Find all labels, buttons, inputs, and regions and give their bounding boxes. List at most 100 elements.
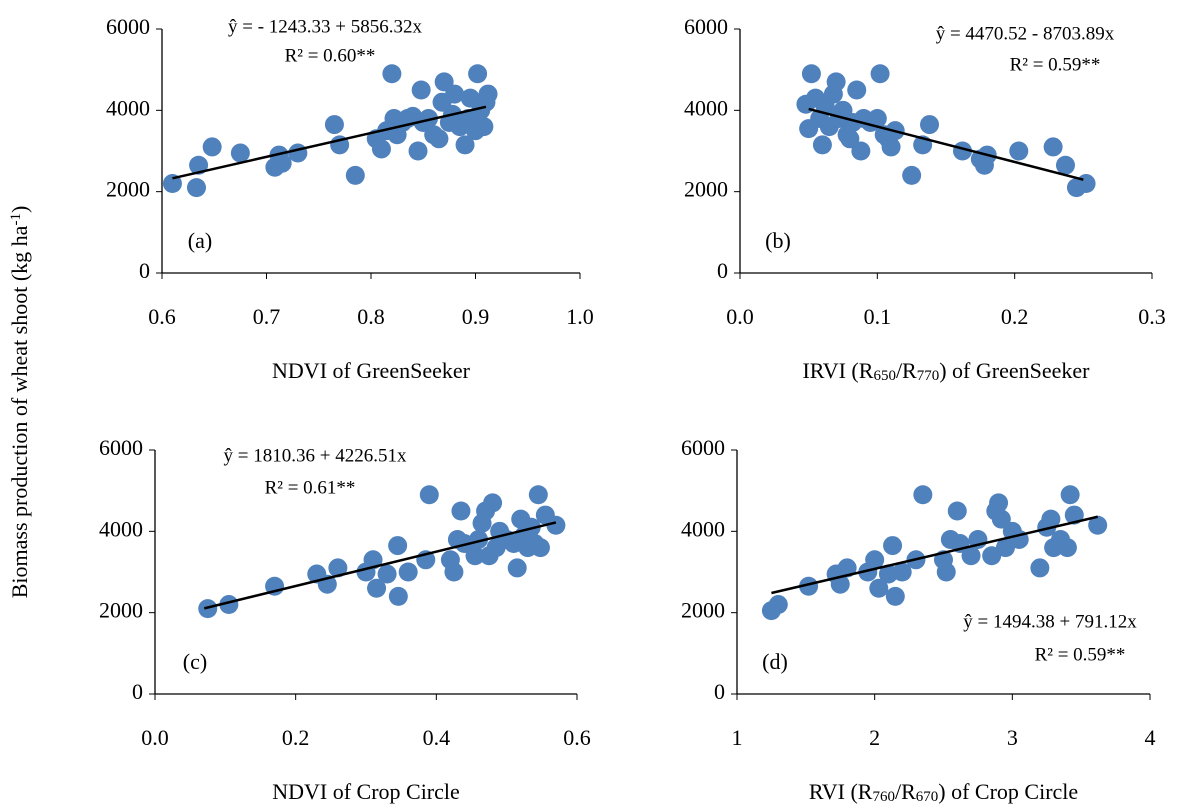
- x-tick-label: 4: [1145, 725, 1156, 750]
- point: [451, 501, 471, 521]
- y-tick-label: 0: [717, 258, 728, 283]
- point: [869, 578, 889, 598]
- point: [419, 485, 439, 505]
- point: [478, 84, 498, 104]
- panel-label: (b): [765, 228, 791, 253]
- panel-label: (a): [188, 228, 212, 253]
- point: [826, 72, 846, 92]
- point: [474, 117, 494, 137]
- point: [530, 538, 550, 558]
- x-tick-label: 0.7: [253, 304, 281, 329]
- x-axis-label: IRVI (R650/R770) of GreenSeeker: [802, 358, 1090, 384]
- point: [162, 174, 182, 194]
- point: [377, 564, 397, 584]
- point: [288, 143, 308, 163]
- point: [881, 137, 901, 157]
- point: [799, 576, 819, 596]
- x-tick-label: 0.2: [1001, 304, 1029, 329]
- label-part: 760: [872, 789, 895, 805]
- label-part: IRVI (R: [802, 358, 873, 383]
- point: [883, 536, 903, 556]
- point: [455, 135, 475, 155]
- point: [1055, 155, 1075, 175]
- point: [870, 64, 890, 84]
- label-part: ): [7, 206, 32, 213]
- y-tick-label: 0: [132, 679, 143, 704]
- point: [1057, 538, 1077, 558]
- point: [1009, 141, 1029, 161]
- point: [936, 562, 956, 582]
- point: [1088, 515, 1108, 535]
- point: [388, 586, 408, 606]
- y-tick-label: 2000: [684, 177, 728, 202]
- label-part: 650: [873, 368, 896, 384]
- x-tick-label: 1: [732, 725, 743, 750]
- y-tick-label: 2000: [106, 177, 150, 202]
- point: [465, 546, 485, 566]
- point: [388, 536, 408, 556]
- point: [913, 485, 933, 505]
- y-tick-label: 4000: [106, 95, 150, 120]
- x-tick-label: 0.0: [141, 725, 169, 750]
- equation: ŷ = 4470.52 - 8703.89x: [936, 23, 1115, 44]
- point: [982, 546, 1002, 566]
- equation: ŷ = - 1243.33 + 5856.32x: [228, 16, 423, 37]
- point: [837, 558, 857, 578]
- x-tick-label: 3: [1007, 725, 1018, 750]
- point: [444, 562, 464, 582]
- point: [768, 595, 788, 615]
- y-tick-label: 6000: [99, 435, 143, 460]
- x-tick-label: 0.8: [357, 304, 385, 329]
- point: [1060, 485, 1080, 505]
- label-part: ) of GreenSeeker: [939, 358, 1090, 383]
- point: [902, 165, 922, 185]
- point: [367, 578, 387, 598]
- point: [812, 135, 832, 155]
- label-part: ) of Crop Circle: [938, 779, 1078, 804]
- y-tick-label: 0: [714, 679, 725, 704]
- y-tick-label: 2000: [99, 598, 143, 623]
- label-part: -1: [8, 213, 24, 226]
- point: [469, 529, 489, 549]
- point: [272, 153, 292, 173]
- point: [429, 129, 449, 149]
- y-tick-label: 6000: [681, 435, 725, 460]
- point: [991, 509, 1011, 529]
- point: [186, 178, 206, 198]
- point: [445, 84, 465, 104]
- r-squared: R² = 0.59**: [1010, 54, 1101, 75]
- label-part: NDVI of Crop Circle: [272, 779, 460, 804]
- trend-line: [172, 105, 487, 180]
- point: [947, 501, 967, 521]
- y-axis-label: Biomass production of wheat shoot (kg ha…: [7, 206, 32, 599]
- x-tick-label: 0.9: [462, 304, 490, 329]
- y-tick-label: 0: [139, 258, 150, 283]
- point: [961, 546, 981, 566]
- y-tick-label: 4000: [684, 95, 728, 120]
- label-part: /R: [896, 358, 917, 383]
- y-tick-label: 4000: [99, 516, 143, 541]
- point: [1030, 558, 1050, 578]
- point: [865, 550, 885, 570]
- point: [885, 586, 905, 606]
- r-squared: R² = 0.61**: [265, 477, 356, 498]
- trend-line: [771, 515, 1098, 595]
- point: [411, 80, 431, 100]
- label-part: NDVI of GreenSeeker: [272, 358, 471, 383]
- label-part: 770: [917, 368, 940, 384]
- panel-label: (c): [183, 649, 207, 674]
- equation: ŷ = 1810.36 + 4226.51x: [224, 445, 407, 466]
- point: [382, 64, 402, 84]
- x-axis-label: RVI (R760/R670) of Crop Circle: [809, 779, 1078, 805]
- point: [202, 137, 222, 157]
- point: [892, 562, 912, 582]
- r-squared: R² = 0.59**: [1035, 644, 1126, 665]
- point: [830, 574, 850, 594]
- point: [989, 493, 1009, 513]
- point: [483, 493, 503, 513]
- point: [847, 80, 867, 100]
- point: [398, 562, 418, 582]
- point: [546, 515, 566, 535]
- point: [851, 141, 871, 161]
- y-tick-label: 6000: [684, 14, 728, 39]
